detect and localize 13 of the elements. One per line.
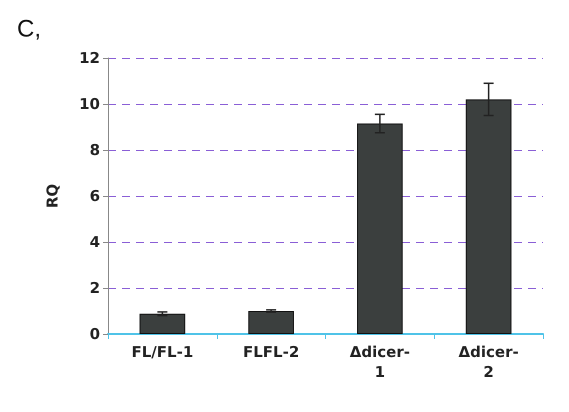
y-tick-label: 6 [90,187,100,205]
y-tick-label: 12 [79,49,100,67]
x-tick-label: FL/FL-1 [131,343,194,361]
y-axis-title: RQ [44,184,62,208]
y-tick-label: 8 [90,141,100,159]
x-tick-label: Δdicer-2 [458,343,519,381]
y-tick-label: 2 [90,279,100,297]
chart-title: C, [17,16,41,42]
y-tick-label: 4 [90,233,100,251]
x-tick-label: Δdicer-1 [350,343,410,381]
x-tick-label: FLFL-2 [242,343,300,361]
y-tick-label: 10 [79,95,100,113]
y-tick-label: 0 [90,325,100,343]
